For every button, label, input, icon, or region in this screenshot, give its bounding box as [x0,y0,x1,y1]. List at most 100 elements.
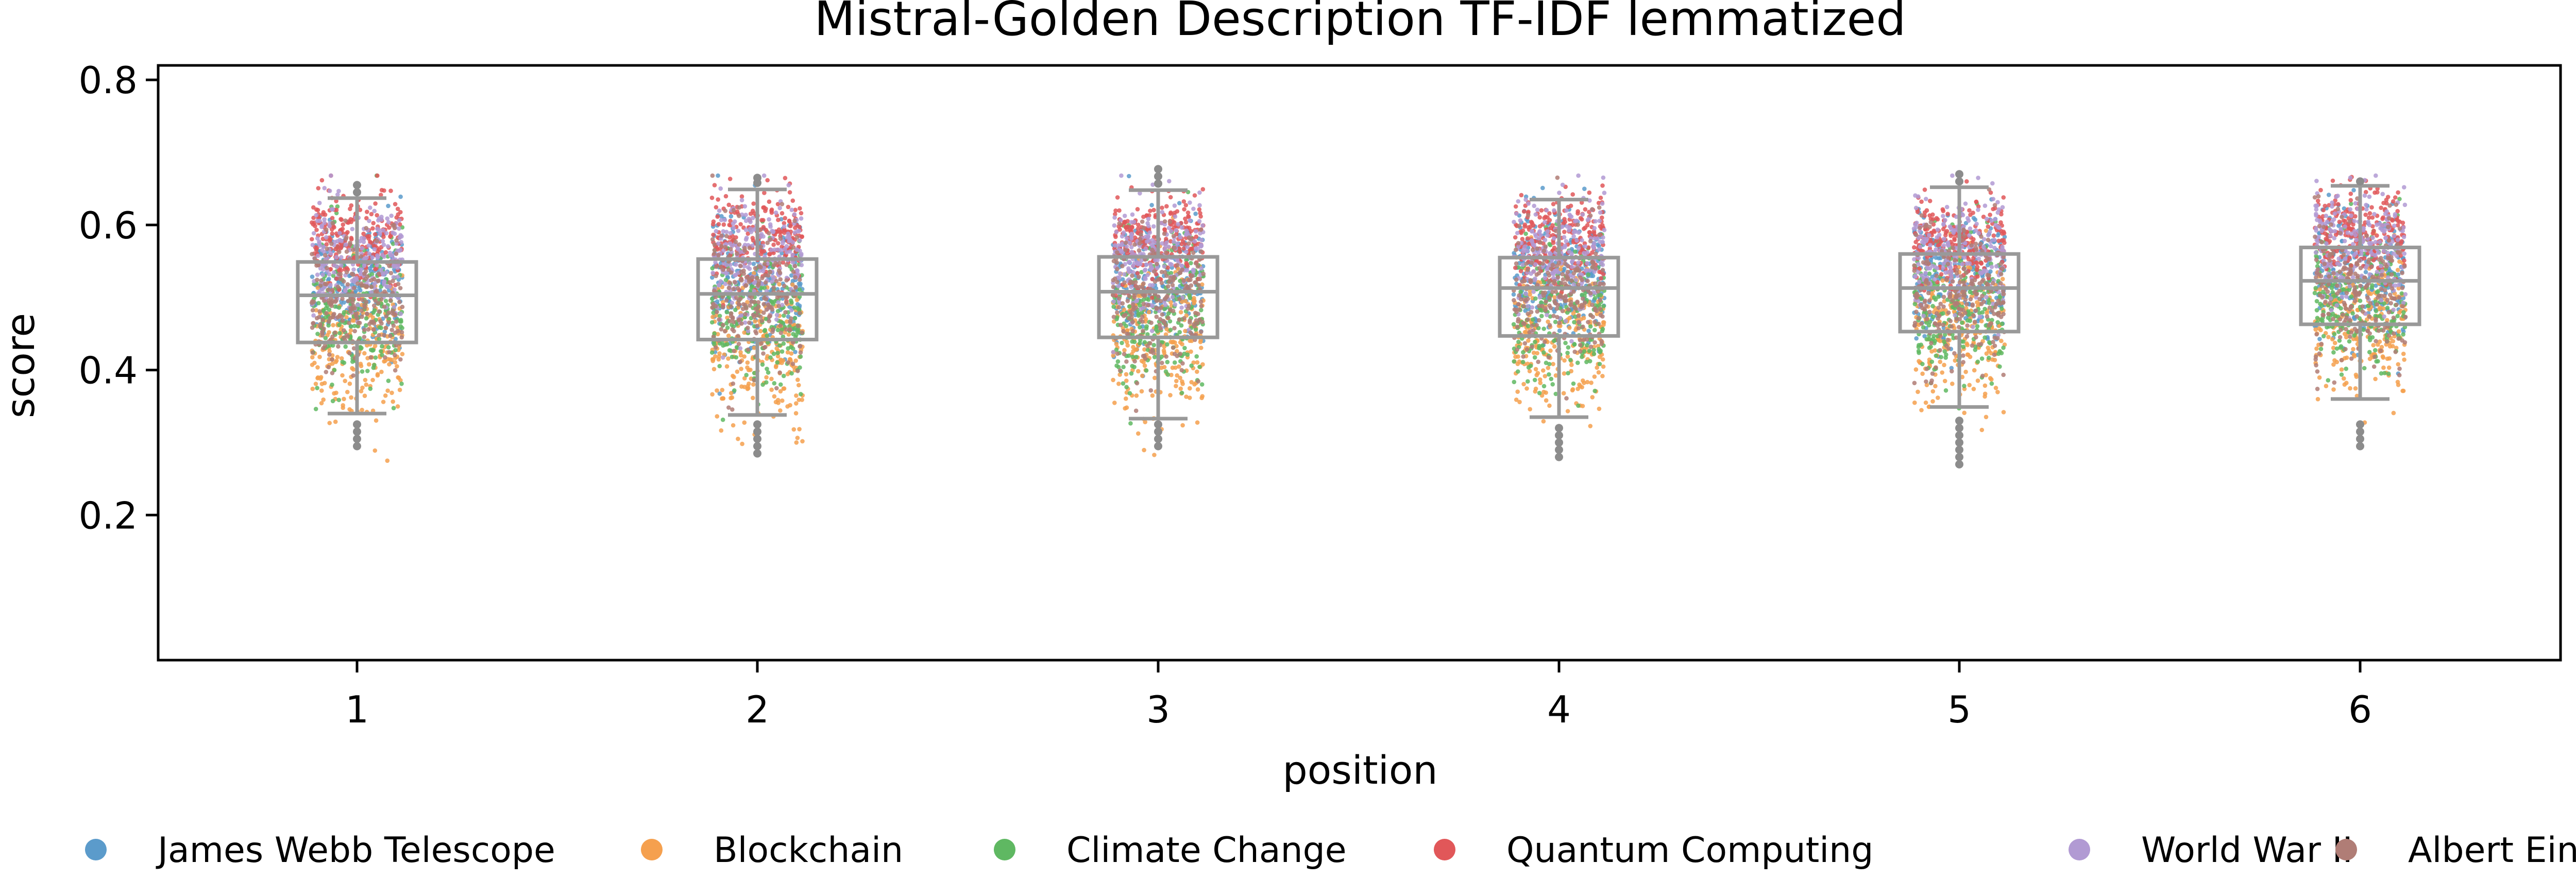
data-point [1995,390,2000,394]
data-point [381,400,386,404]
data-point [1600,183,1605,188]
data-point [778,408,783,413]
data-point [1130,225,1134,230]
data-point [2358,298,2363,303]
data-point [379,369,384,374]
data-point [1575,211,1580,216]
data-point [398,378,403,383]
data-point [1540,185,1545,191]
data-point [1144,324,1149,329]
data-point [386,378,391,383]
data-point [775,351,780,355]
data-point [1165,359,1170,365]
data-point [733,307,738,313]
data-point [342,396,346,402]
data-point [387,362,392,367]
data-point [709,350,715,355]
data-point [710,315,715,319]
data-point [761,205,766,210]
data-point [315,365,320,370]
data-point [1528,407,1532,411]
data-point [1193,327,1198,332]
data-point [1136,369,1141,374]
data-point [785,350,790,355]
data-point [1144,368,1149,373]
data-point [716,222,721,227]
data-point [719,428,724,433]
data-point [2354,393,2360,399]
data-point [1565,354,1570,359]
data-point [1168,327,1173,332]
data-point [795,377,800,382]
data-point [1934,353,1939,358]
data-point [1183,299,1188,303]
data-point [1592,388,1597,393]
data-point [382,329,387,334]
data-point [2331,350,2336,355]
data-point [379,349,383,354]
data-point [1922,187,1927,192]
data-point [1940,307,1945,313]
data-point [1111,304,1116,309]
data-point [728,391,734,395]
data-point [775,354,781,359]
data-point [798,365,802,370]
data-point [1531,350,1536,355]
data-point [1953,358,1958,363]
data-point [345,390,350,394]
data-point [1130,364,1134,369]
data-point [330,399,335,404]
data-point [1523,330,1529,334]
data-point [1582,227,1586,231]
data-point [1541,419,1546,424]
data-point [1199,382,1205,387]
data-point [715,214,720,219]
data-point [798,354,803,359]
data-point [778,382,783,387]
data-point [1934,255,1938,260]
data-point [711,310,716,315]
data-point [1130,354,1135,359]
data-point [337,331,342,336]
data-point [1152,453,1157,457]
data-point [795,306,800,310]
chart-title: Mistral-Golden Description TF-IDF lemmat… [814,0,1906,46]
data-point [1518,289,1523,294]
data-point [1528,292,1532,297]
data-point [751,238,756,243]
data-point [1127,391,1132,395]
data-point [375,173,380,178]
data-point [1121,381,1126,386]
data-point [787,264,792,269]
data-point [759,249,765,254]
data-point [742,354,747,359]
data-point [1142,347,1147,352]
data-point [1513,204,1518,209]
data-point [2386,371,2391,376]
data-point [1982,391,1988,396]
data-point [1592,327,1597,333]
data-point [1991,206,1995,212]
data-point [751,262,756,266]
data-point [341,222,346,227]
data-point [373,267,378,272]
data-point [362,393,367,398]
data-point [395,404,400,409]
data-point [385,388,390,393]
data-point [1939,355,1943,359]
data-point [2382,371,2387,375]
data-point [714,205,719,210]
data-point [797,287,802,292]
data-point [744,373,749,377]
data-point [769,299,773,304]
data-point [1940,278,1945,283]
data-point [734,355,739,360]
data-point [1124,405,1129,410]
data-point [715,388,719,393]
data-point [1178,375,1182,381]
data-point [1514,398,1519,402]
data-point [787,190,792,195]
data-point [2321,334,2326,339]
data-point [1600,326,1605,332]
data-point [709,320,715,325]
